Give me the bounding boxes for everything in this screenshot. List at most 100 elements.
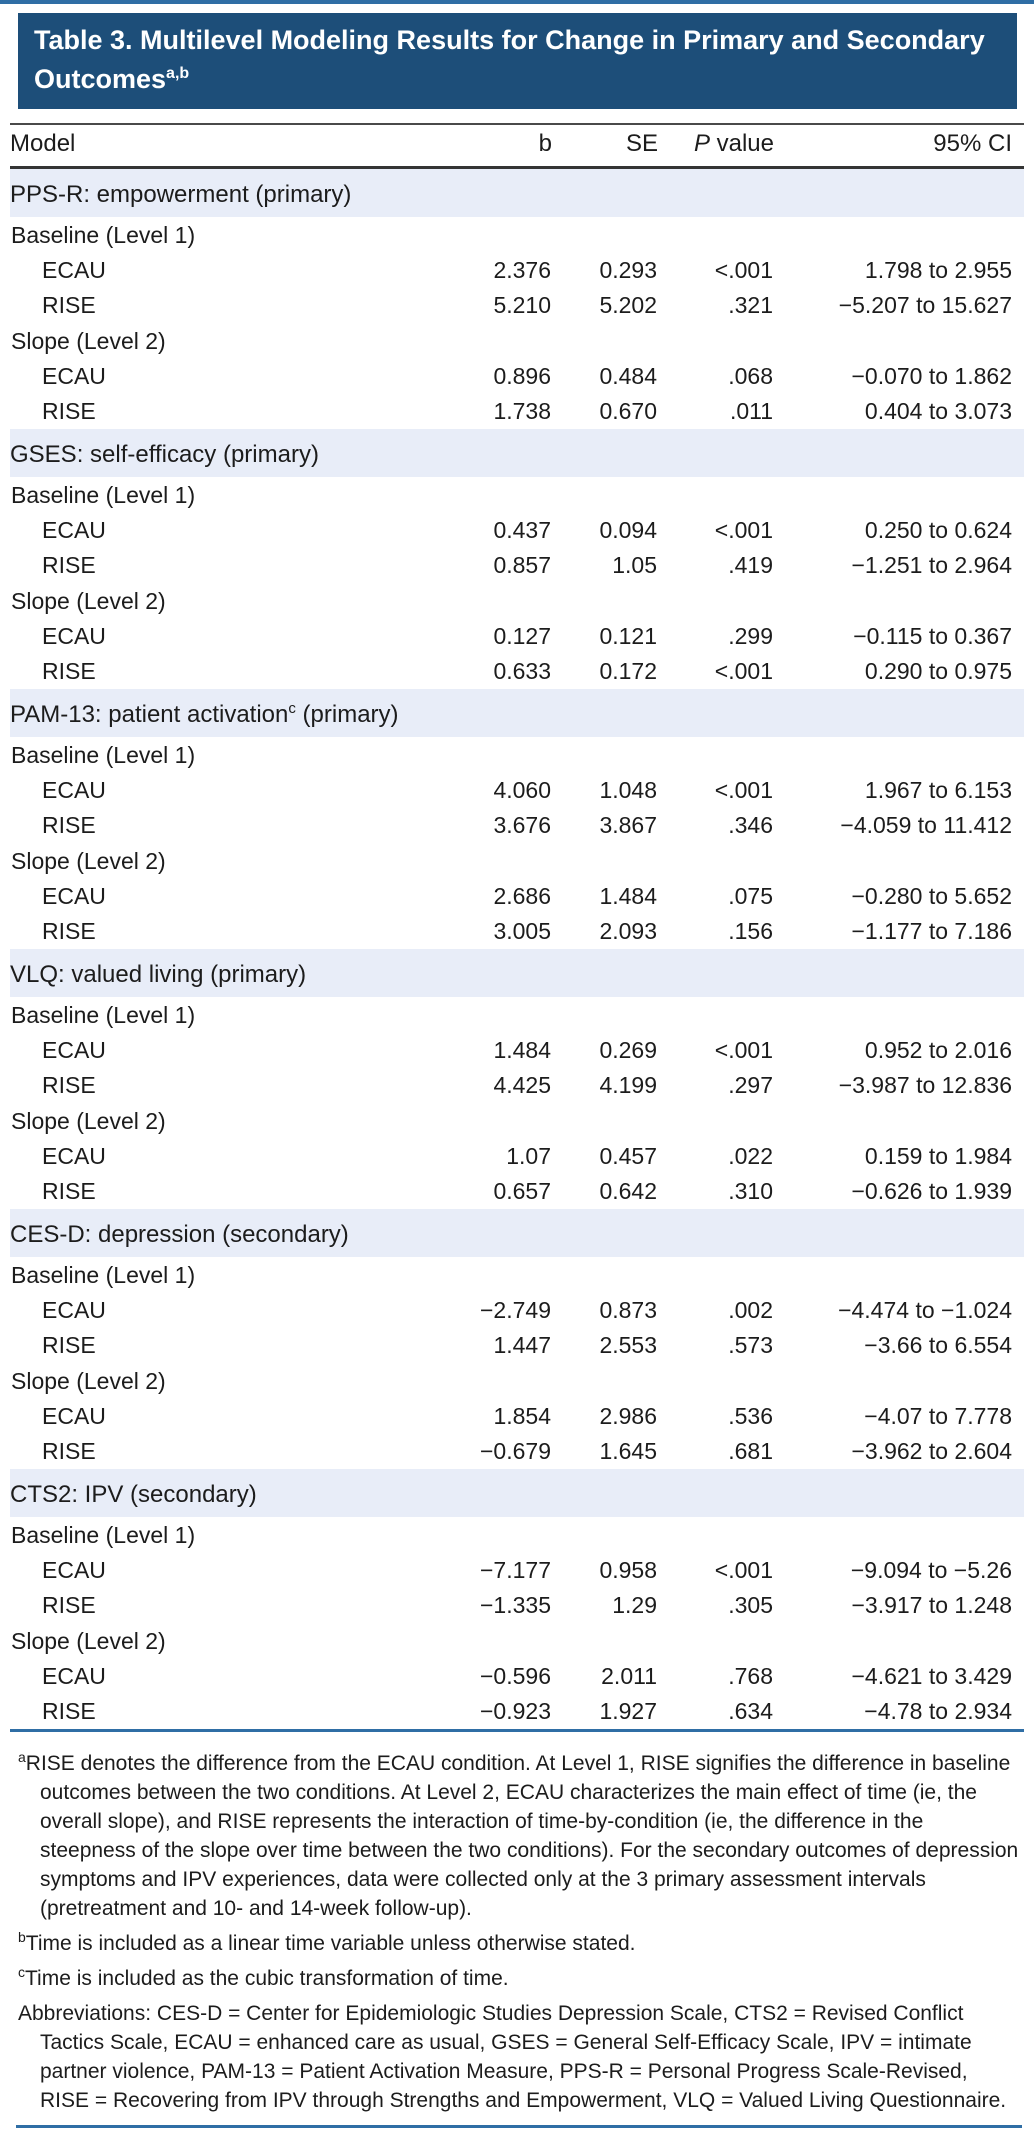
ci-value: −4.059 to 11.412 (840, 812, 1012, 838)
b-value: 0.657 (493, 1178, 551, 1204)
p-italic: P (693, 130, 710, 157)
se-value: 2.093 (599, 918, 657, 944)
b-value: 4.060 (493, 777, 551, 803)
section-label-pre: CTS2: IPV (secondary) (10, 1481, 257, 1508)
condition-label: RISE (42, 1072, 96, 1098)
table-row: ECAU 1.854 2.986 .536 −4.07 to 7.778 (10, 1399, 1024, 1434)
table-row: RISE 5.210 5.202 .321 −5.207 to 15.627 (10, 288, 1024, 323)
table-row: RISE −0.923 1.927 .634 −4.78 to 2.934 (10, 1694, 1024, 1731)
condition-label: ECAU (42, 1557, 106, 1583)
table-row: ECAU 2.376 0.293 <.001 1.798 to 2.955 (10, 253, 1024, 288)
p-value: .573 (728, 1332, 773, 1358)
se-value: 0.670 (599, 398, 657, 424)
section-header-row: CES-D: depression (secondary) (10, 1209, 1024, 1257)
p-value: <.001 (714, 658, 773, 684)
section-header-label: CTS2: IPV (secondary) (10, 1469, 1024, 1517)
table-row: ECAU 0.437 0.094 <.001 0.250 to 0.624 (10, 513, 1024, 548)
ci-value: 0.159 to 1.984 (864, 1143, 1012, 1169)
b-value: −0.679 (480, 1438, 551, 1464)
se-value: 1.645 (599, 1438, 657, 1464)
b-value: 1.484 (493, 1037, 551, 1063)
b-value: 0.896 (493, 363, 551, 389)
b-value: −0.596 (480, 1663, 551, 1689)
se-value: 3.867 (599, 812, 657, 838)
footnote-marker: a (18, 1749, 26, 1765)
se-value: 0.172 (599, 658, 657, 684)
condition-label: RISE (42, 1332, 96, 1358)
footnotes: aRISE denotes the difference from the EC… (18, 1743, 1020, 2115)
condition-label: ECAU (42, 257, 106, 283)
results-table: Model b SE P value 95% CI PPS-R: empower… (10, 123, 1024, 1732)
p-value: .321 (728, 292, 773, 318)
section-label-post: (primary) (295, 701, 399, 728)
level-label-row: Baseline (Level 1) (10, 1517, 1024, 1553)
condition-label: ECAU (42, 883, 106, 909)
section-header-row: CTS2: IPV (secondary) (10, 1469, 1024, 1517)
p-value: <.001 (714, 1037, 773, 1063)
se-value: 2.986 (599, 1403, 657, 1429)
section-header-row: PPS-R: empowerment (primary) (10, 167, 1024, 217)
ci-value: −0.070 to 1.862 (851, 363, 1012, 389)
top-rule (0, 0, 1034, 4)
condition-label: ECAU (42, 623, 106, 649)
section-header-label: GSES: self-efficacy (primary) (10, 429, 1024, 477)
footnote-text: Time is included as a linear time variab… (25, 1932, 636, 1955)
table-row: RISE 4.425 4.199 .297 −3.987 to 12.836 (10, 1068, 1024, 1103)
b-value: 2.686 (493, 883, 551, 909)
level-label-row: Slope (Level 2) (10, 843, 1024, 879)
ci-value: 0.290 to 0.975 (864, 658, 1012, 684)
p-value: <.001 (714, 517, 773, 543)
table-row: RISE 3.676 3.867 .346 −4.059 to 11.412 (10, 808, 1024, 843)
se-value: 0.958 (599, 1557, 657, 1583)
level-label: Slope (Level 2) (11, 848, 166, 874)
column-header-row: Model b SE P value 95% CI (10, 123, 1024, 169)
p-value: .310 (728, 1178, 773, 1204)
footnote-a: aRISE denotes the difference from the EC… (18, 1743, 1020, 1923)
condition-label: ECAU (42, 1143, 106, 1169)
column-header-p-value: P value (658, 123, 774, 169)
section-header-row: GSES: self-efficacy (primary) (10, 429, 1024, 477)
section-header-label: PPS-R: empowerment (primary) (10, 167, 1024, 217)
se-value: 0.457 (599, 1143, 657, 1169)
results-table-wrapper: Model b SE P value 95% CI PPS-R: empower… (10, 123, 1024, 1732)
ci-value: 0.404 to 3.073 (864, 398, 1012, 424)
section-label-pre: VLQ: valued living (primary) (10, 961, 307, 988)
se-value: 2.011 (601, 1663, 657, 1689)
se-value: 1.927 (599, 1698, 657, 1724)
p-value: .156 (728, 918, 773, 944)
table-row: RISE −1.335 1.29 .305 −3.917 to 1.248 (10, 1588, 1024, 1623)
section-label-pre: PPS-R: empowerment (primary) (10, 181, 352, 208)
table-row: RISE 3.005 2.093 .156 −1.177 to 7.186 (10, 914, 1024, 949)
se-value: 1.048 (599, 777, 657, 803)
section-header-row: PAM-13: patient activationc (primary) (10, 689, 1024, 737)
level-label: Baseline (Level 1) (11, 742, 196, 768)
ci-value: −4.78 to 2.934 (864, 1698, 1012, 1724)
b-value: 5.210 (493, 292, 551, 318)
p-value: .305 (728, 1592, 773, 1618)
level-label: Baseline (Level 1) (11, 482, 196, 508)
condition-label: ECAU (42, 1037, 106, 1063)
ci-value: 1.967 to 6.153 (864, 777, 1012, 803)
table-row: ECAU 1.484 0.269 <.001 0.952 to 2.016 (10, 1033, 1024, 1068)
p-value: .681 (728, 1438, 773, 1464)
level-label-row: Slope (Level 2) (10, 1623, 1024, 1659)
p-value: .346 (728, 812, 773, 838)
b-value: −7.177 (480, 1557, 551, 1583)
condition-label: RISE (42, 1178, 96, 1204)
b-value: 1.07 (506, 1143, 551, 1169)
table-row: RISE 0.633 0.172 <.001 0.290 to 0.975 (10, 654, 1024, 689)
ci-value: −4.621 to 3.429 (851, 1663, 1012, 1689)
ci-value: −1.251 to 2.964 (851, 552, 1012, 578)
condition-label: RISE (42, 398, 96, 424)
ci-value: −0.115 to 0.367 (853, 623, 1012, 649)
p-value: .297 (728, 1072, 773, 1098)
ci-value: −3.917 to 1.248 (851, 1592, 1012, 1618)
b-value: 3.005 (493, 918, 551, 944)
b-value: −1.335 (480, 1592, 551, 1618)
b-value: 1.738 (493, 398, 551, 424)
footnote-c: cTime is included as the cubic transform… (18, 1958, 1020, 1993)
footnote-text: Abbreviations: CES-D = Center for Epidem… (18, 2002, 1007, 2112)
section-header-label: VLQ: valued living (primary) (10, 949, 1024, 997)
level-label-row: Baseline (Level 1) (10, 737, 1024, 773)
condition-label: ECAU (42, 517, 106, 543)
